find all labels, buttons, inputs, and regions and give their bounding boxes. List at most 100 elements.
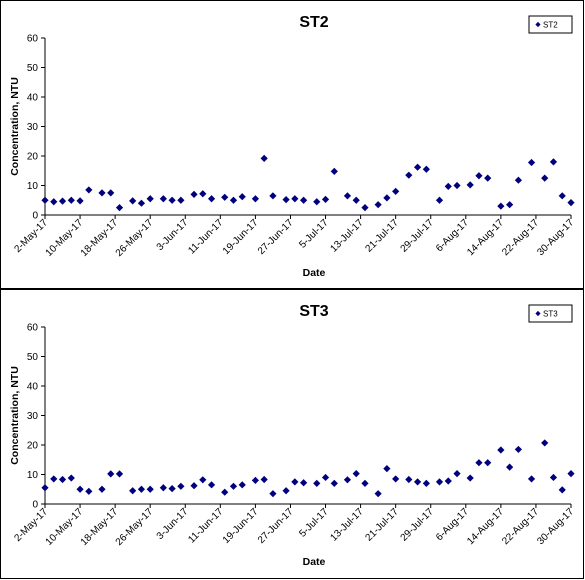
x-tick-label: 26-May-17 [114,217,156,259]
data-point [159,195,167,203]
data-point [413,478,422,486]
data-point [251,476,259,484]
data-point [361,204,369,212]
data-point [137,485,146,493]
chart-title: ST2 [299,14,328,31]
x-tick-label: 5-Jul-17 [297,506,331,540]
y-tick-label: 10 [27,470,39,481]
x-tick-label: 29-Jul-17 [399,217,437,255]
legend-box [528,15,573,34]
data-point [98,189,106,197]
data-point [484,459,492,467]
data-point [282,487,290,495]
data-point [405,475,413,484]
data-point [190,190,198,198]
y-tick-label: 30 [27,122,39,133]
x-tick-label: 27-Jun-17 [256,506,296,546]
x-axis-label: Date [303,556,326,568]
data-point [435,196,444,204]
data-point [506,463,514,471]
data-point [76,197,84,205]
y-tick-label: 40 [27,382,39,393]
data-point [313,198,321,206]
legend: ST2 [528,15,573,34]
data-point [137,199,146,207]
data-point [269,192,277,200]
data-point [98,485,106,493]
data-point [291,195,299,203]
data-point [497,446,505,454]
data-point [177,482,185,490]
data-point [85,487,93,495]
data-point [300,479,308,487]
y-tick-label: 40 [27,93,39,104]
x-tick-label: 26-May-17 [114,506,156,548]
data-point [260,154,268,162]
x-tick-label: 21-Jul-17 [364,217,402,255]
data-point [168,196,176,204]
data-point [558,192,566,200]
x-tick-label: 22-Aug-17 [500,506,541,547]
data-point [466,181,474,189]
data-point [405,171,413,179]
data-point [199,476,207,484]
data-point [444,182,452,190]
x-tick-label: 30-Aug-17 [535,506,576,547]
data-point [321,195,330,203]
y-tick-label: 0 [32,500,38,511]
data-point [453,470,461,478]
x-tick-label: 29-Jul-17 [399,506,437,544]
x-tick-label: 19-Jun-17 [221,217,261,257]
data-point [506,201,514,209]
legend-label: ST3 [543,310,558,319]
data-point [549,473,558,482]
data-point [567,470,575,478]
data-point [146,485,154,493]
data-point [229,482,238,490]
chart-st2: ST201020304050602-May-1710-May-1718-May-… [9,14,576,279]
data-point [50,475,58,483]
chart-panel-st2: ST2 0 10 20 30 40 50 60 2-May-17 10-May-17 18-May-… [0,0,584,289]
data-point [251,195,259,203]
data-point [221,488,229,496]
data-point [67,196,75,204]
data-point [159,484,167,492]
data-point [313,479,321,487]
x-tick-label: 14-Aug-17 [465,506,506,547]
x-tick-label: 13-Jul-17 [328,506,366,544]
x-tick-label: 22-Aug-17 [500,217,541,258]
data-point [41,484,49,492]
y-tick-label: 60 [27,323,39,334]
y-tick-label: 60 [27,34,39,45]
data-point [435,478,444,486]
data-point [76,485,84,493]
data-point [129,487,137,495]
data-point [85,186,93,194]
data-point [168,485,176,493]
y-axis-label: Concentration, NTU [9,366,21,465]
data-point [50,198,58,206]
data-point [352,196,360,204]
data-point [282,196,290,204]
data-point [383,465,391,473]
data-point [146,195,154,203]
data-point [115,204,124,212]
data-point [177,196,185,204]
data-point [497,202,505,210]
legend-label: ST2 [543,21,558,30]
x-tick-label: 3-Jun-17 [155,506,191,542]
legend: ST3 [528,304,573,323]
data-point [514,445,522,454]
data-point [558,486,566,494]
legend-marker [535,310,541,317]
data-point [453,181,461,190]
data-point [238,193,246,201]
data-point [527,158,536,167]
data-point [260,475,268,484]
x-tick-label: 13-Jul-17 [328,217,366,255]
data-point [413,163,422,171]
y-tick-label: 20 [27,441,39,452]
data-point [330,479,338,487]
data-point [383,194,391,202]
data-point [444,477,452,485]
